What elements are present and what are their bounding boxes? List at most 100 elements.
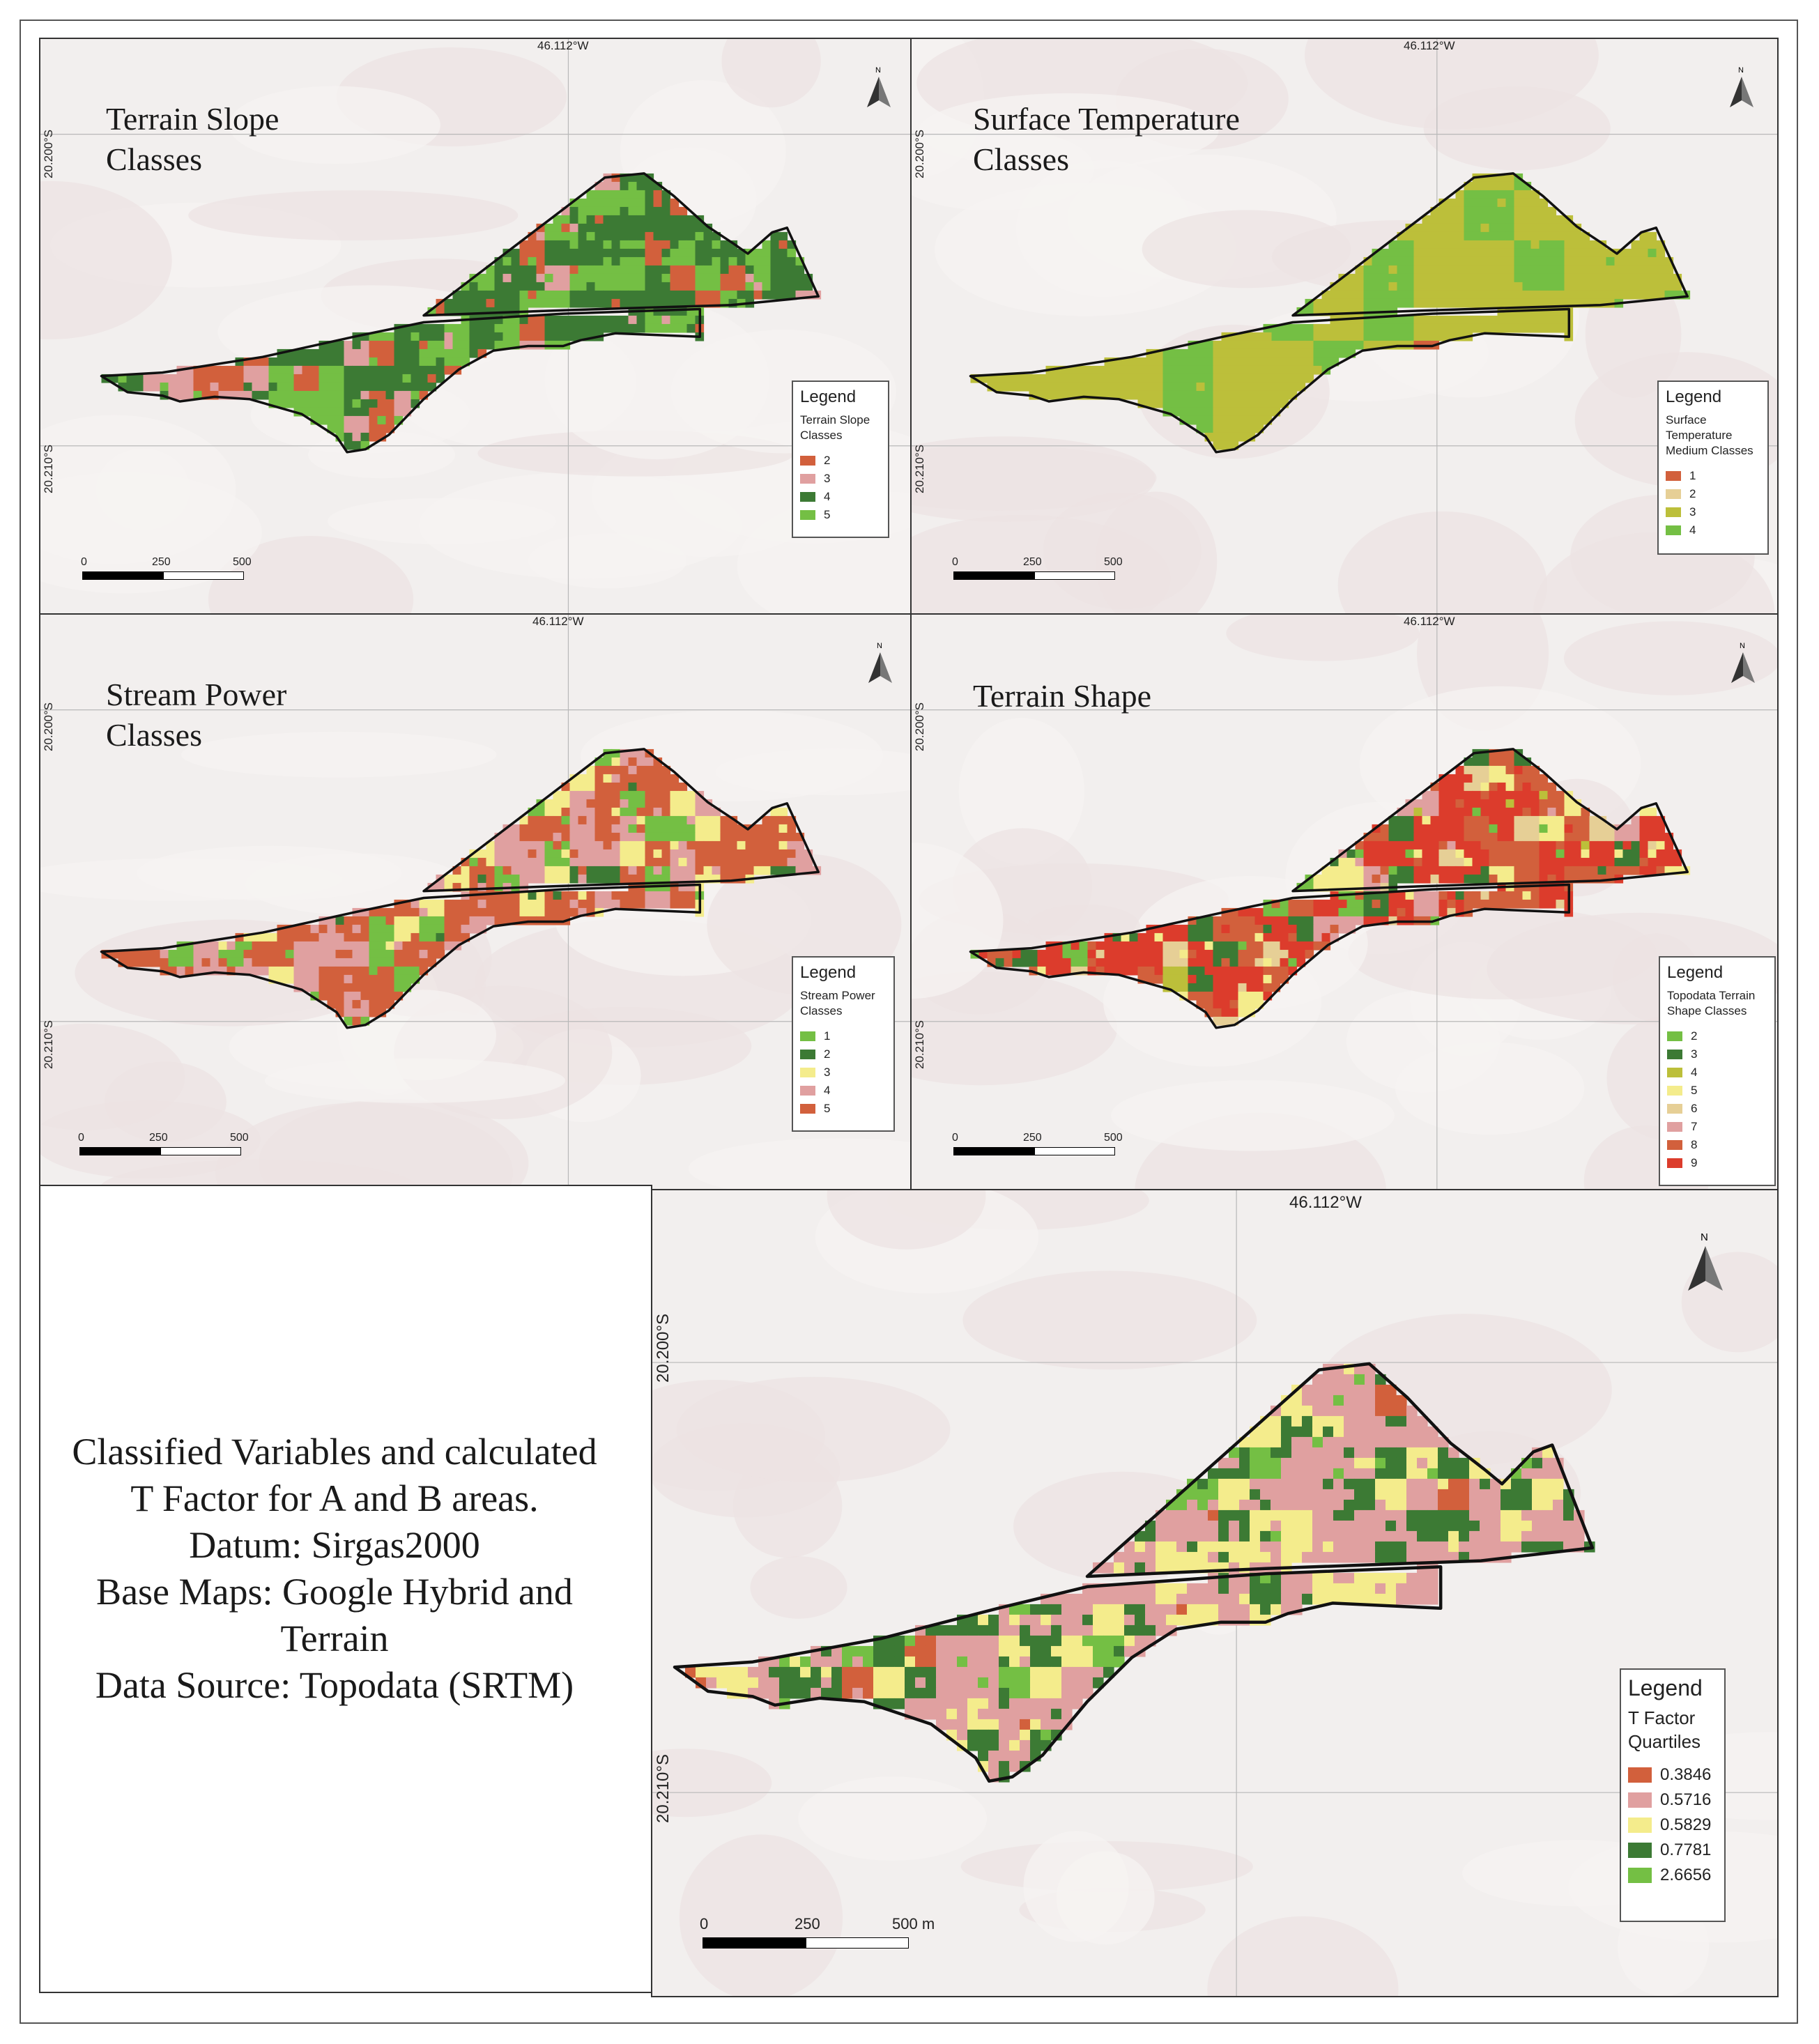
- caption-line: Base Maps: Google Hybrid and: [96, 1571, 573, 1613]
- legend-subtitle: Surface Temperature Medium Classes: [1666, 413, 1753, 458]
- legend: Legend Terrain Slope Classes 2 3 4 5: [792, 381, 889, 538]
- lat-label-bottom: 20.210°S: [913, 444, 926, 493]
- legend-swatch: [1667, 1158, 1682, 1169]
- svg-text:N: N: [877, 642, 882, 650]
- lat-label-bottom: 20.210°S: [913, 1020, 926, 1069]
- scale-bar: 0 250 500 m: [951, 556, 1132, 584]
- legend-swatch: [800, 492, 815, 502]
- legend-swatch: [1628, 1842, 1652, 1858]
- legend-items: 1 2 3 4: [1666, 467, 1760, 539]
- legend: Legend Topodata Terrain Shape Classes 2 3…: [1659, 956, 1776, 1186]
- north-arrow-icon: N: [868, 642, 892, 683]
- legend-title: Legend: [800, 387, 857, 406]
- map-terrain-shape: [912, 615, 1777, 1189]
- lat-label-bottom: 20.210°S: [42, 444, 55, 493]
- legend: Legend Surface Temperature Medium Classe…: [1657, 381, 1769, 555]
- caption-line: T Factor for A and B areas.: [130, 1477, 539, 1519]
- lon-label: 46.112°W: [1404, 39, 1455, 52]
- legend-items: 2 3 4 5: [800, 452, 881, 524]
- lat-label-bottom: 20.210°S: [42, 1020, 55, 1069]
- legend-swatch: [1666, 489, 1681, 500]
- legend-item: 5: [800, 506, 881, 524]
- legend-subtitle: T Factor Quartiles: [1628, 1707, 1701, 1752]
- legend-title: Legend: [1666, 387, 1722, 406]
- lon-label: 46.112°W: [1289, 1193, 1362, 1212]
- legend-item: 3: [1667, 1045, 1767, 1063]
- legend-item-label: 0.5716: [1660, 1790, 1712, 1809]
- panel-t-factor: 46.112°W 20.200°S 20.210°S N Legend T Fa…: [651, 1189, 1779, 1997]
- legend-item: 3: [800, 1063, 887, 1082]
- caption-line: Classified Variables and calculated: [72, 1431, 597, 1473]
- lon-label: 46.112°W: [1404, 615, 1455, 628]
- legend-item: 4: [1667, 1063, 1767, 1082]
- panel-title: Stream Power Classes: [106, 677, 287, 753]
- legend: Legend T Factor Quartiles 0.3846 0.5716 0.…: [1620, 1668, 1726, 1922]
- lon-label: 46.112°W: [537, 39, 589, 52]
- legend-item: 8: [1667, 1136, 1767, 1154]
- legend-swatch: [1667, 1140, 1682, 1151]
- north-arrow-icon: N: [867, 66, 891, 107]
- legend-item-label: 0.7781: [1660, 1840, 1712, 1859]
- panel-title: Surface Temperature Classes: [973, 101, 1240, 177]
- legend-swatch: [1666, 507, 1681, 518]
- panel-terrain-shape: Terrain Shape 46.112°W 20.200°S 20.210°S…: [910, 613, 1779, 1190]
- map-stream-power: [40, 615, 910, 1189]
- legend-swatch: [1667, 1068, 1682, 1078]
- caption-line: Terrain: [280, 1617, 389, 1659]
- lat-label-top: 20.200°S: [913, 702, 926, 751]
- figure-frame: [20, 20, 1798, 2024]
- map-t-factor: [652, 1190, 1777, 1996]
- scale-bar: 0 250 500 m: [700, 1915, 937, 1950]
- legend-item: 3: [1666, 503, 1760, 521]
- legend-item-label: 4: [1689, 523, 1696, 537]
- scale-bar: 0 250 500 m: [77, 1132, 258, 1160]
- legend-title: Legend: [800, 963, 857, 982]
- legend-item: 3: [800, 470, 881, 488]
- svg-text:N: N: [1738, 66, 1744, 75]
- legend-subtitle: Stream Power Classes: [800, 989, 875, 1018]
- legend-item-label: 1: [824, 1029, 831, 1043]
- legend-items: 1 2 3 4 5: [800, 1027, 887, 1118]
- lat-label-top: 20.200°S: [913, 129, 926, 178]
- scale-bar: 0 250 500 m: [79, 556, 261, 584]
- legend-item-label: 5: [824, 1102, 831, 1116]
- legend-item-label: 2: [1689, 487, 1696, 501]
- legend-item: 4: [800, 1082, 887, 1100]
- panel-title: Terrain Slope Classes: [106, 101, 279, 177]
- lon-label: 46.112°W: [532, 615, 584, 628]
- legend-item: 1: [800, 1027, 887, 1045]
- legend: Legend Stream Power Classes 1 2 3 4 5: [792, 956, 895, 1132]
- legend-swatch: [1628, 1867, 1652, 1883]
- legend-swatch: [1667, 1031, 1682, 1042]
- legend-title: Legend: [1667, 963, 1724, 982]
- north-arrow-icon: N: [1731, 642, 1755, 683]
- panel-title: Terrain Shape: [973, 678, 1152, 714]
- legend-item-label: 9: [1691, 1156, 1698, 1170]
- legend-title: Legend: [1628, 1675, 1703, 1700]
- legend-item: 6: [1667, 1100, 1767, 1118]
- legend-swatch: [1667, 1122, 1682, 1132]
- legend-item: 7: [1667, 1118, 1767, 1136]
- legend-item: 0.7781: [1628, 1838, 1717, 1863]
- legend-swatch: [800, 1050, 815, 1060]
- panel-surface-temperature: Surface Temperature Classes 46.112°W 20.…: [910, 38, 1779, 615]
- panel-stream-power: Stream Power Classes 46.112°W 20.200°S 2…: [39, 613, 912, 1190]
- legend-item: 4: [1666, 521, 1760, 539]
- legend-swatch: [1628, 1767, 1652, 1783]
- legend-swatch: [800, 1086, 815, 1096]
- legend-item-label: 3: [824, 1066, 831, 1079]
- caption-line: Datum: Sirgas2000: [189, 1524, 480, 1566]
- legend-item-label: 2: [824, 1047, 831, 1061]
- legend-item-label: 2: [1691, 1029, 1698, 1043]
- legend-item: 9: [1667, 1154, 1767, 1172]
- legend-item-label: 2: [824, 454, 831, 468]
- legend-swatch: [1666, 471, 1681, 482]
- legend-swatch: [800, 1031, 815, 1042]
- legend-item-label: 7: [1691, 1120, 1698, 1134]
- legend-item-label: 2.6656: [1660, 1865, 1712, 1884]
- caption-line: Data Source: Topodata (SRTM): [95, 1664, 574, 1706]
- legend-item: 0.3846: [1628, 1762, 1717, 1788]
- lat-label-top: 20.200°S: [654, 1313, 673, 1383]
- legend-swatch: [1667, 1050, 1682, 1060]
- legend-items: 2 3 4 5 6 7 8 9: [1667, 1027, 1767, 1172]
